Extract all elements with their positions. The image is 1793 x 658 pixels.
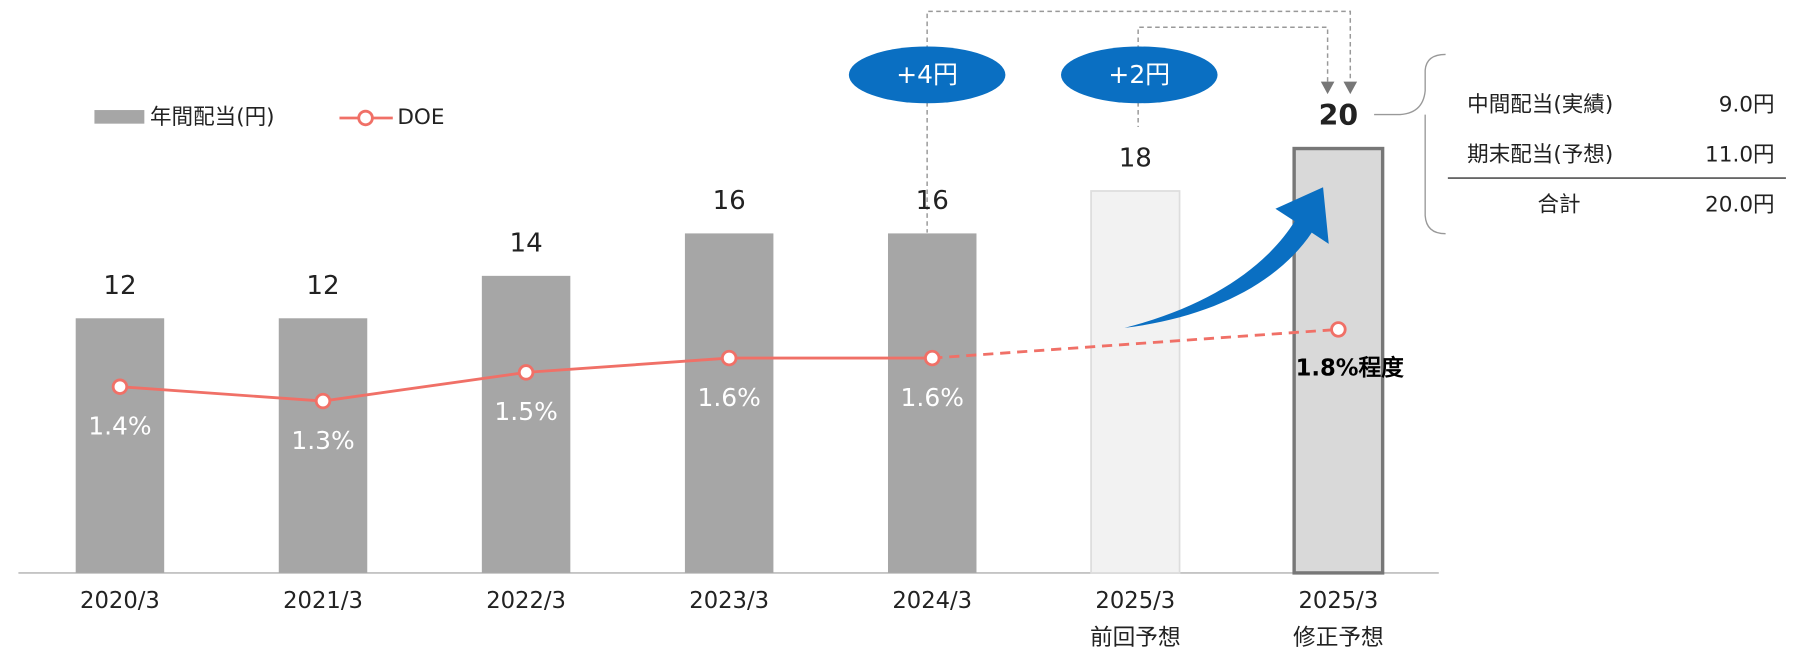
table-cell: 合計 — [1537, 192, 1580, 217]
table-cell: 期末配当(予想) — [1467, 142, 1613, 167]
doe-value-label: 1.4% — [88, 412, 151, 441]
badge — [848, 46, 1006, 104]
x-tick-label: 2024/3 — [892, 588, 972, 614]
bar-value-label: 12 — [306, 271, 339, 301]
connectors — [926, 10, 1352, 233]
legend-label: 年間配当(円) — [150, 105, 275, 130]
doe-marker — [720, 349, 738, 367]
x-tick-label: 2022/3 — [486, 588, 566, 614]
bar — [481, 275, 571, 573]
bar — [1292, 146, 1385, 575]
doe-marker — [314, 392, 332, 410]
bar — [75, 318, 165, 573]
bracket — [1374, 53, 1446, 235]
x-tick-label: 2023/3 — [689, 588, 769, 614]
doe-marker — [517, 364, 535, 381]
table-cell: 9.0円 — [1719, 93, 1775, 118]
table-cell: 20.0円 — [1705, 192, 1775, 217]
x-tick-label: 2025/3 — [1298, 588, 1378, 614]
x-tick-label: 2021/3 — [283, 588, 363, 614]
bar-value-label: 16 — [713, 186, 746, 216]
connector-2 — [1137, 26, 1329, 82]
bar — [684, 233, 774, 573]
arrow-heads — [1320, 81, 1358, 95]
table-cell: 中間配当(実績) — [1467, 93, 1613, 118]
marks: 12 12 14 16 16 18 20 1.4% 1.3% 1.5% 1.6% 1.6% 1.8%程度 — [75, 99, 1405, 575]
x-tick-note: 修正予想 — [1293, 625, 1384, 651]
growth-arrow — [1124, 187, 1329, 328]
badge-label: +2円 — [1108, 60, 1170, 89]
legend-marker — [357, 109, 374, 127]
doe-marker — [1330, 321, 1347, 338]
bar-value-label: 20 — [1319, 99, 1358, 132]
legend-swatch — [94, 110, 145, 124]
badge — [1061, 46, 1218, 104]
connector-4 — [926, 10, 1352, 82]
bar-value-label: 14 — [509, 229, 542, 259]
bar-value-label: 18 — [1119, 144, 1152, 174]
badge-label: +4円 — [896, 60, 958, 89]
legend-label: DOE — [397, 105, 444, 130]
doe-value-label: 1.5% — [494, 397, 557, 426]
bar — [278, 318, 368, 573]
doe-marker — [924, 349, 941, 367]
bar-value-label: 12 — [103, 271, 136, 301]
doe-value-label: 1.8%程度 — [1296, 355, 1405, 382]
x-tick-note: 前回予想 — [1090, 625, 1181, 651]
table-cell: 11.0円 — [1705, 142, 1775, 167]
doe-marker — [111, 378, 129, 395]
x-tick-label: 2020/3 — [80, 588, 160, 614]
doe-value-label: 1.6% — [697, 383, 760, 412]
bar-value-label: 16 — [916, 186, 949, 216]
bar — [1090, 190, 1181, 574]
doe-value-label: 1.3% — [291, 426, 354, 455]
doe-value-label: 1.6% — [901, 383, 964, 412]
x-tick-label: 2025/3 — [1095, 588, 1175, 614]
bar — [887, 233, 977, 573]
